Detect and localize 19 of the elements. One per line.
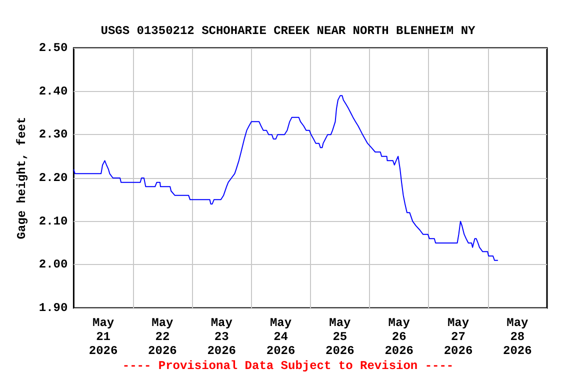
- x-tick-label: May 25 2026: [326, 316, 354, 358]
- x-tick-label: May 24 2026: [266, 316, 296, 358]
- y-tick-label: 2.10: [38, 214, 68, 228]
- y-tick-label: 1.90: [38, 301, 68, 315]
- y-tick-label: 2.50: [38, 41, 68, 55]
- y-tick-label: 2.20: [38, 171, 68, 185]
- x-tick-label: May 21 2026: [88, 316, 118, 358]
- x-tick-label: May 23 2026: [207, 316, 236, 358]
- chart-title: USGS 01350212 SCHOHARIE CREEK NEAR NORTH BLENHEIM NY: [100, 24, 476, 38]
- y-axis-title: Gage height, feet: [15, 116, 29, 240]
- x-tick-label: May 26 2026: [384, 316, 414, 358]
- text: ---- Provisional Data Subject to Revision ----: [122, 359, 454, 373]
- y-tick-label: 2.00: [38, 258, 68, 272]
- y-tick-label: 2.40: [38, 84, 68, 98]
- x-tick-label: May 22 2026: [148, 316, 177, 358]
- x-tick-label: May 27 2026: [444, 316, 473, 358]
- line-series: [73, 95, 498, 261]
- y-tick-label: 2.30: [38, 128, 68, 142]
- x-tick-label: May 28 2026: [503, 316, 532, 358]
